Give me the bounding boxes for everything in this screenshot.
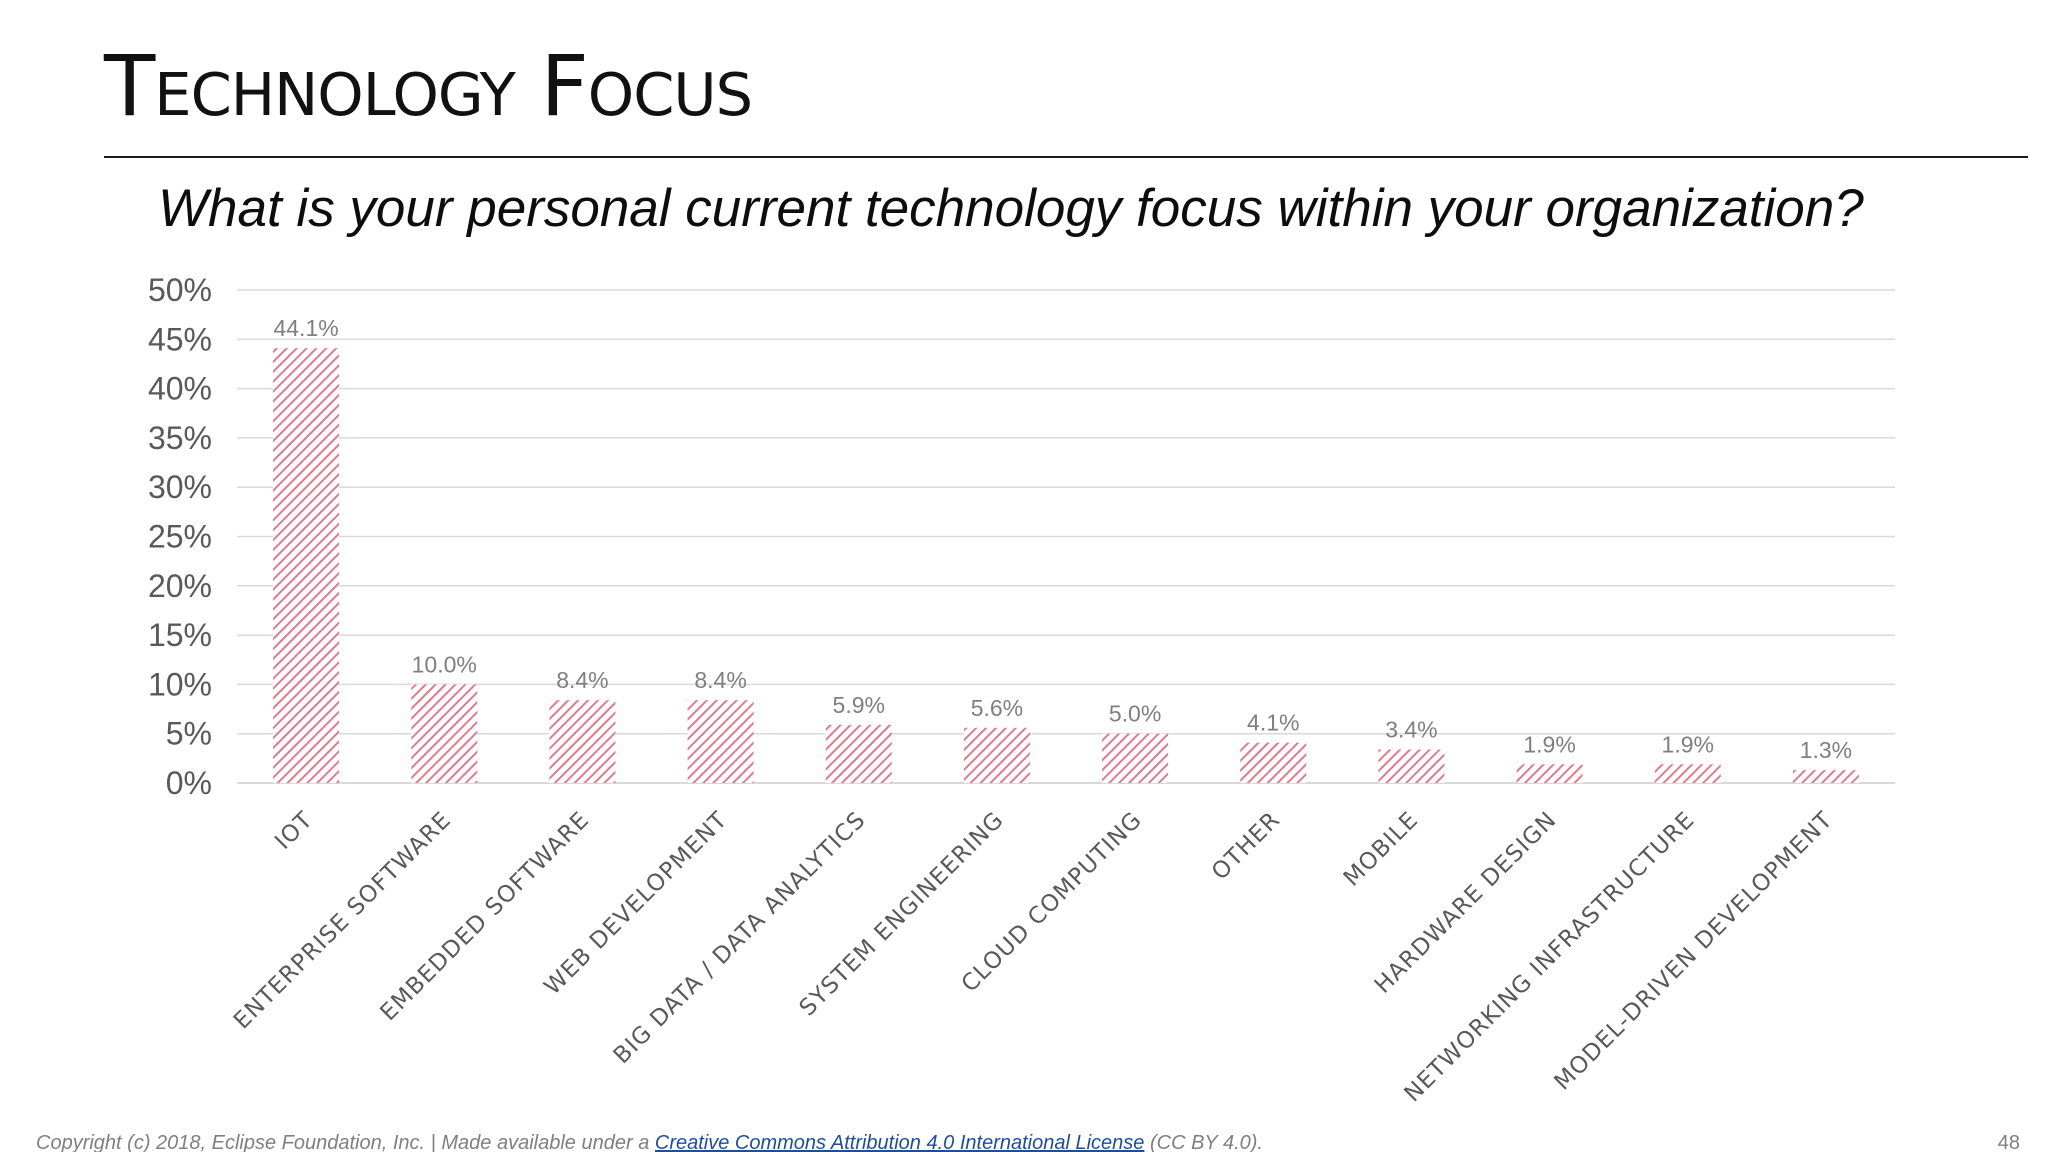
bar: [825, 724, 892, 783]
bar: [1378, 749, 1445, 783]
license-link[interactable]: Creative Commons Attribution 4.0 Interna…: [654, 1132, 1145, 1152]
data-label: 10.0%: [412, 651, 477, 677]
data-label: 5.9%: [833, 692, 885, 718]
y-tick-label: 30%: [148, 469, 212, 505]
x-tick-label: MODEL-DRIVEN DEVELOPMENT: [1549, 807, 1838, 1096]
y-tick-label: 40%: [148, 371, 212, 407]
page-number: 48: [1997, 1132, 2020, 1152]
bar: [963, 727, 1030, 783]
data-label: 4.1%: [1247, 710, 1299, 736]
data-label: 44.1%: [273, 315, 338, 341]
grid-lines: [237, 289, 1895, 784]
footer-copyright: Copyright (c) 2018, Eclipse Foundation, …: [36, 1132, 1263, 1152]
data-label: 5.0%: [1109, 701, 1161, 727]
y-tick-label: 45%: [148, 321, 212, 357]
x-tick-label: IOT: [270, 807, 318, 855]
y-tick-label: 15%: [148, 617, 212, 653]
data-label: 3.4%: [1385, 716, 1437, 742]
x-tick-label: ENTERPRISE SOFTWARE: [229, 807, 456, 1034]
bar: [1792, 770, 1859, 783]
x-tick-label: MOBILE: [1339, 807, 1424, 892]
bar: [687, 700, 754, 783]
y-tick-label: 5%: [166, 716, 212, 752]
footer-suffix: (CC BY 4.0).: [1144, 1132, 1263, 1152]
data-label: 8.4%: [556, 667, 608, 693]
bar: [1240, 742, 1307, 783]
y-tick-label: 25%: [148, 519, 212, 555]
y-tick-label: 10%: [148, 666, 212, 702]
bars: [273, 348, 1859, 783]
y-axis-tick-labels: 0% 5% 10% 15% 20% 25% 30% 35% 40% 45% 50%: [148, 272, 212, 801]
x-tick-label: NETWORKING INFRASTRUCTURE: [1400, 807, 1700, 1107]
bar: [1654, 764, 1721, 783]
bar: [1102, 733, 1169, 783]
footer-prefix: Copyright (c) 2018, Eclipse Foundation, …: [36, 1132, 655, 1152]
x-tick-label: BIG DATA / DATA ANALYTICS: [609, 807, 871, 1069]
data-label: 1.3%: [1800, 737, 1852, 763]
y-tick-label: 20%: [148, 568, 212, 604]
bar: [1516, 764, 1583, 783]
bar: [411, 684, 478, 783]
slide-title: Technology Focus: [104, 37, 753, 135]
y-tick-label: 50%: [148, 272, 212, 308]
title-divider: [104, 156, 2028, 158]
data-label: 1.9%: [1662, 731, 1714, 757]
data-label: 8.4%: [694, 667, 746, 693]
data-labels: 44.1% 10.0% 8.4% 8.4% 5.9% 5.6% 5.0% 4.1% 3.4% 1.…: [273, 315, 1852, 763]
bar: [273, 348, 340, 783]
bar: [549, 700, 616, 783]
y-tick-label: 35%: [148, 420, 212, 456]
x-tick-label: OTHER: [1207, 807, 1285, 885]
data-label: 1.9%: [1523, 731, 1575, 757]
data-label: 5.6%: [971, 695, 1023, 721]
y-tick-label: 0%: [166, 765, 212, 801]
chart-title: What is your personal current technology…: [158, 179, 1864, 238]
